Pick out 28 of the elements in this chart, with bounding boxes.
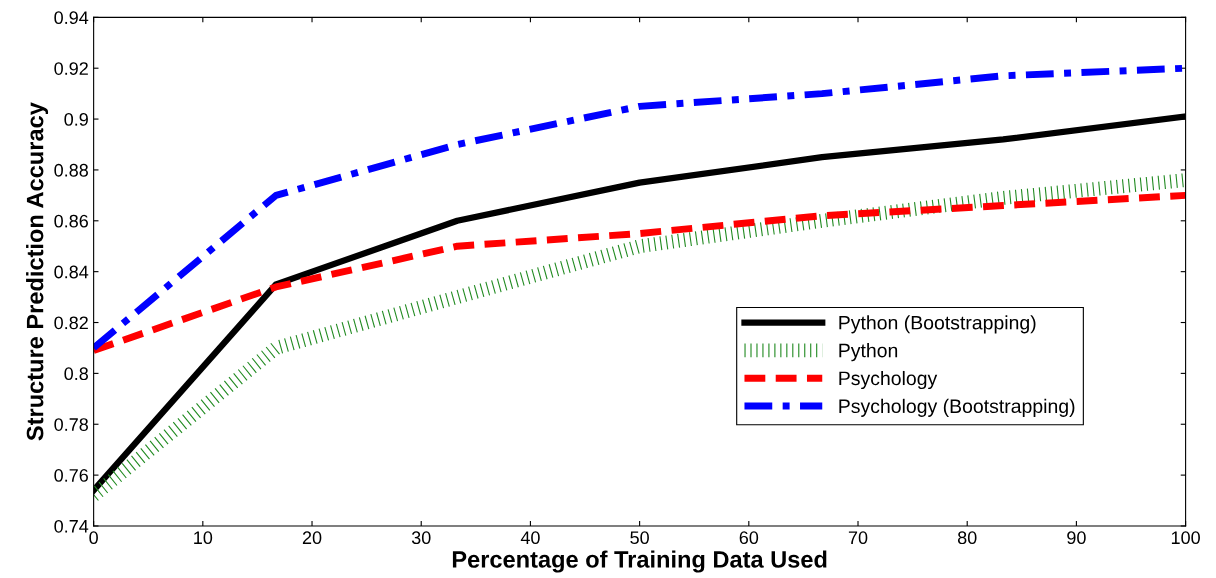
y-tick-label: 0.92 <box>54 62 88 75</box>
x-tick-label: 80 <box>957 531 977 545</box>
x-tick-label: 60 <box>739 531 759 545</box>
x-tick-label: 70 <box>848 531 868 545</box>
legend-label: Python (Bootstrapping) <box>839 315 1036 334</box>
y-tick-label: 0.78 <box>54 418 88 431</box>
x-tick-label: 40 <box>520 531 540 545</box>
x-tick-label: 50 <box>630 531 649 545</box>
x-tick-label: 100 <box>1171 531 1200 545</box>
y-tick-label: 0.88 <box>54 163 88 177</box>
y-axis-title: Structure Prediction Accuracy <box>26 102 49 441</box>
y-tick-label: 0.86 <box>54 214 88 228</box>
x-axis-title: Percentage of Training Data Used <box>452 550 827 573</box>
y-tick-label: 0.9 <box>64 113 88 126</box>
y-tick-label: 0.94 <box>54 11 89 25</box>
legend-label: Python <box>839 343 898 362</box>
x-tick-label: 10 <box>194 531 213 545</box>
y-tick-label: 0.74 <box>54 519 89 533</box>
x-tick-label: 90 <box>1067 531 1086 545</box>
x-tick-label: 0 <box>89 531 98 545</box>
y-tick-label: 0.76 <box>54 469 88 482</box>
x-tick-label: 30 <box>411 531 431 545</box>
x-tick-label: 20 <box>302 531 322 545</box>
legend-label: Psychology <box>839 370 938 390</box>
y-tick-label: 0.8 <box>64 367 88 381</box>
legend-label: Psychology (Bootstrapping) <box>839 398 1075 417</box>
y-tick-label: 0.82 <box>54 316 88 330</box>
y-tick-label: 0.84 <box>54 265 89 279</box>
